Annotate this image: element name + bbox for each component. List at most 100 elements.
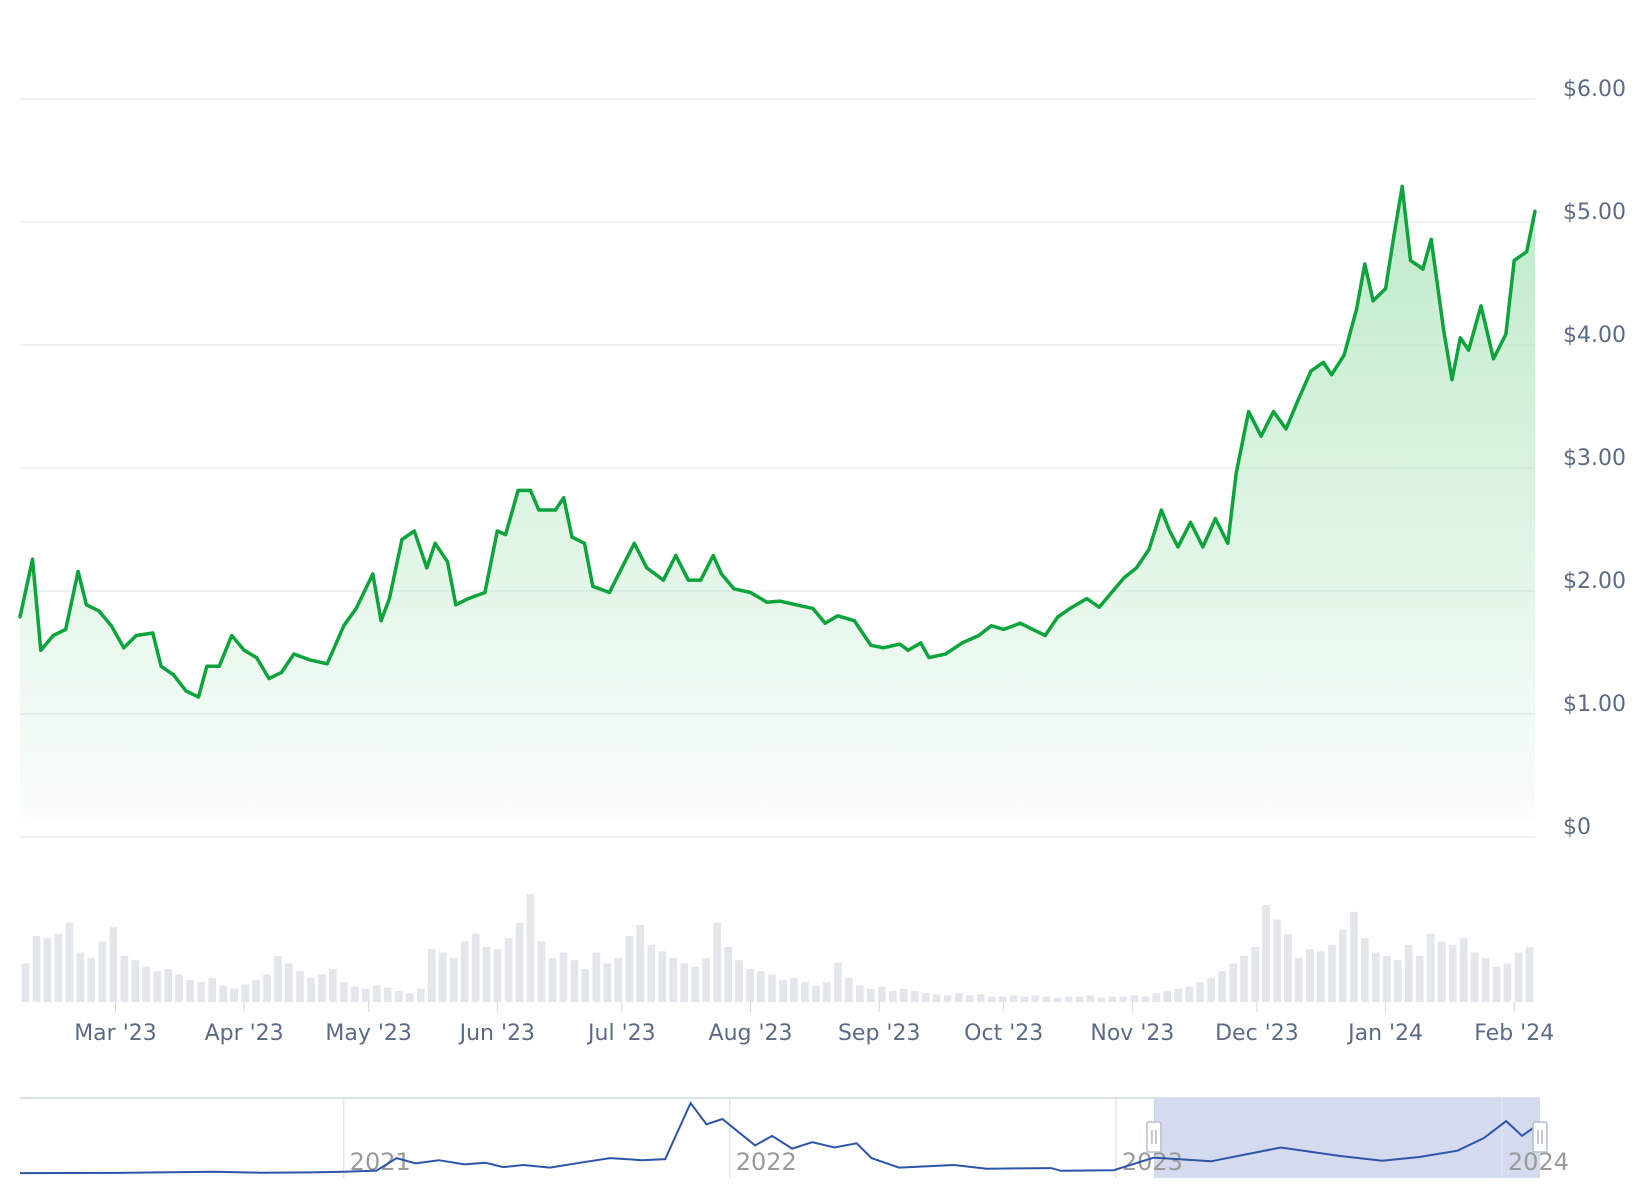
volume-bar (120, 955, 129, 1002)
volume-bar (823, 982, 831, 1002)
volume-bar (801, 982, 809, 1002)
price-point (159, 664, 163, 668)
price-point (591, 584, 595, 588)
x-axis-labels: Mar '23 Apr '23 May '23 Jun '23 Jul '23 Aug '… (74, 1002, 1554, 1046)
volume-bar (856, 985, 864, 1002)
price-point (1479, 304, 1483, 308)
price-point (686, 578, 690, 582)
navigator-left-handle[interactable] (1146, 1121, 1162, 1153)
y-axis-labels: $0 $1.00 $2.00 $3.00 $4.00 $5.00 $6.00 (1563, 77, 1626, 840)
price-point (18, 615, 22, 619)
volume-bar (1064, 996, 1073, 1002)
volume-bar (976, 994, 985, 1002)
navigator[interactable]: 2021 2022 2023 2024 (19, 1097, 1569, 1178)
price-point (504, 533, 508, 537)
volume-bar (438, 952, 447, 1002)
volume-bar (1437, 941, 1446, 1002)
volume-bar (746, 969, 754, 1002)
volume-bar (867, 988, 875, 1002)
volume-bar (329, 969, 337, 1002)
price-point (794, 603, 798, 607)
volume-bar (1404, 944, 1413, 1002)
price-point (122, 646, 126, 650)
price-point (811, 606, 815, 611)
volume-bar (1229, 963, 1237, 1002)
price-point (765, 600, 769, 604)
price-point (1533, 209, 1537, 213)
volume-bar (1251, 947, 1259, 1002)
volume-bar (1492, 966, 1501, 1002)
volume-bar (482, 947, 491, 1002)
price-point (1110, 590, 1114, 595)
volume-bar (1009, 995, 1018, 1002)
price-point (1392, 234, 1396, 238)
volume-bar (1174, 988, 1183, 1002)
price-point (1384, 287, 1388, 291)
volume-bar (1163, 991, 1172, 1002)
volume-bar (32, 936, 41, 1002)
volume-bar (614, 958, 623, 1002)
volume-bar (43, 938, 52, 1002)
volume-bar (340, 982, 348, 1002)
price-point (51, 633, 55, 638)
price-point (1031, 627, 1035, 632)
volume-bar (1042, 996, 1051, 1002)
price-point (645, 566, 649, 570)
volume-bar (1448, 944, 1457, 1002)
volume-bar (1328, 944, 1336, 1002)
price-point (242, 648, 246, 652)
price-point (1213, 517, 1217, 521)
navigator-selection[interactable] (1153, 1098, 1540, 1178)
volume-bar (383, 987, 392, 1002)
volume-bar (1284, 933, 1292, 1002)
price-area-fill (20, 186, 1535, 820)
price-point (412, 529, 416, 533)
price-point (528, 488, 533, 492)
volume-bar (1514, 952, 1523, 1002)
y-tick-label: $3.00 (1563, 446, 1626, 471)
navigator-right-handle[interactable] (1532, 1121, 1548, 1153)
price-point (927, 656, 931, 660)
price-point (64, 627, 68, 632)
y-tick-label: $1.00 (1563, 692, 1626, 717)
volume-bar (636, 925, 645, 1002)
volume-bar (537, 941, 546, 1002)
price-point (516, 488, 520, 492)
volume-bar (1207, 977, 1215, 1002)
price-point (1201, 545, 1205, 549)
volume-bar (570, 960, 579, 1002)
volume-bar (515, 922, 524, 1002)
volume-bar (899, 988, 908, 1002)
volume-bar (186, 980, 194, 1002)
volume-bar (1185, 986, 1193, 1002)
volume-bar (1020, 996, 1029, 1002)
price-point (97, 609, 101, 613)
x-tick-label: Dec '23 (1215, 1021, 1299, 1046)
price-point (1043, 633, 1047, 638)
price-point (1056, 615, 1060, 619)
volume-bar (680, 963, 688, 1002)
volume-bar (1273, 919, 1281, 1002)
price-point (325, 662, 329, 666)
price-point (1342, 353, 1346, 357)
price-point (1512, 258, 1516, 262)
navigator-year-label: 2022 (736, 1148, 797, 1176)
volume-bar (1218, 971, 1226, 1002)
volume-bar (252, 980, 260, 1002)
price-point (607, 590, 612, 595)
price-point (172, 673, 176, 677)
volume-bar (1141, 996, 1150, 1002)
volume-bar (373, 985, 381, 1002)
price-point (1429, 237, 1433, 241)
price-point (134, 633, 138, 638)
price-point (379, 619, 383, 623)
price-point (748, 590, 753, 595)
price-point (1247, 410, 1251, 414)
price-point (1354, 307, 1359, 312)
price-point (1421, 267, 1425, 271)
price-point (1259, 434, 1263, 438)
price-point (76, 569, 80, 574)
volume-bar (592, 952, 601, 1002)
volume-bar (1196, 982, 1204, 1002)
price-point (30, 557, 35, 561)
